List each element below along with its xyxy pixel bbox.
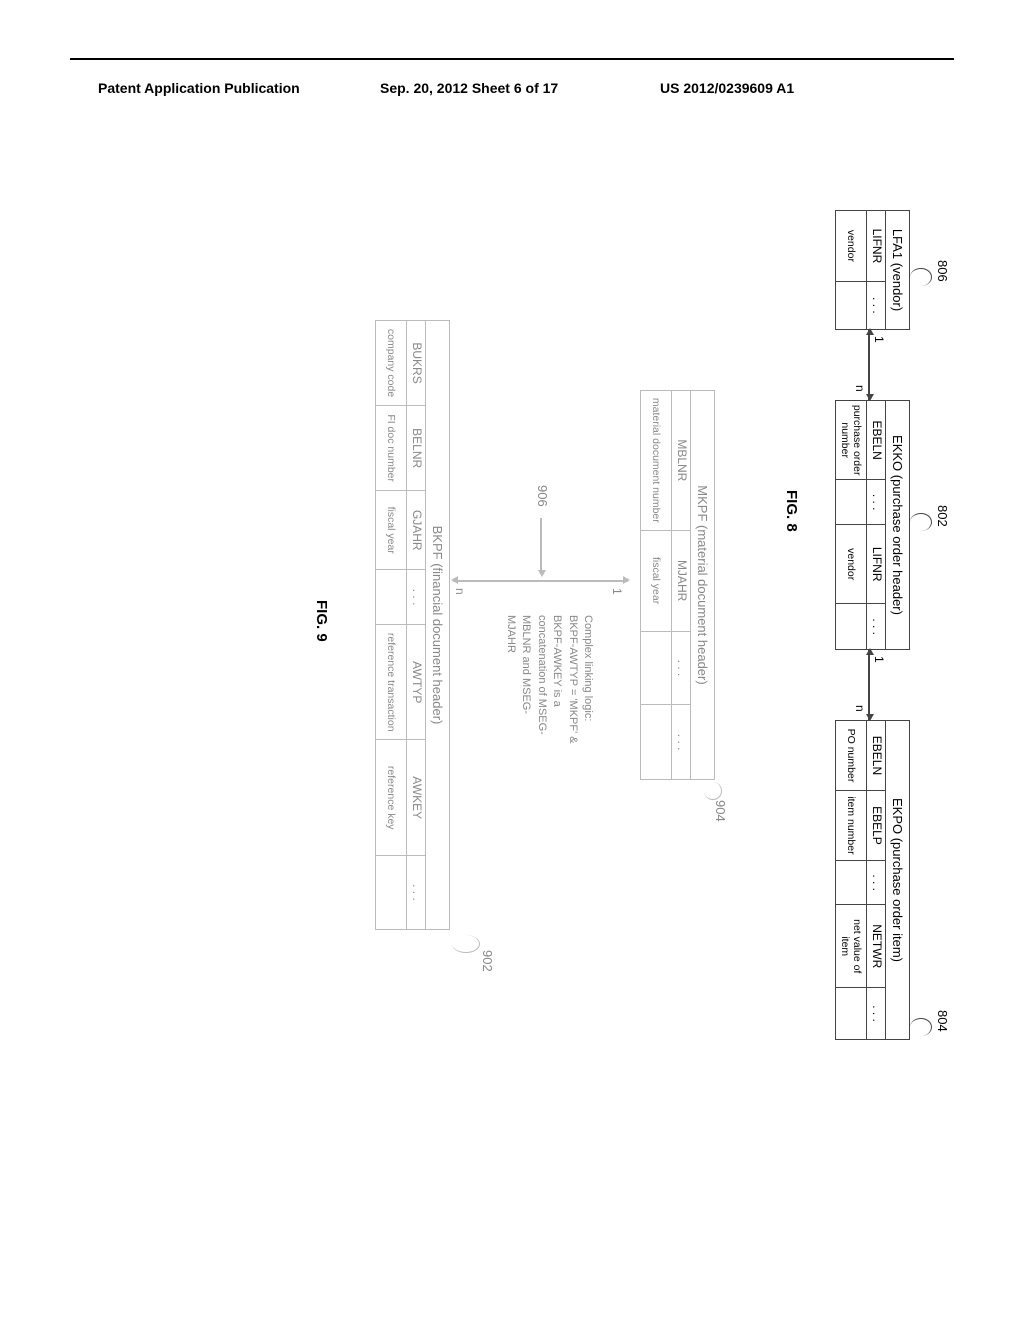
ekpo-desc-2 [836, 861, 866, 906]
fig8-label: FIG. 8 [783, 490, 800, 532]
table-ekko-title: EKKO (purchase order header) [885, 401, 909, 649]
card-1c: 1 [610, 588, 624, 595]
mkpf-col-mjahr: MJAHR [671, 531, 690, 632]
curve-806 [910, 268, 932, 286]
curve-904 [704, 782, 722, 800]
lfa1-desc-blank [836, 282, 866, 329]
lfa1-col-dots: . . . [866, 282, 885, 329]
header-right: US 2012/0239609 A1 [660, 80, 794, 96]
card-nc: n [453, 588, 467, 595]
mkpf-col-mblnr: MBLNR [671, 391, 690, 531]
mkpf-desc-2 [641, 632, 671, 706]
ref-806: 806 [935, 260, 950, 282]
ekko-desc-0: purchase order number [836, 401, 866, 480]
ekpo-col-ebeln: EBELN [866, 721, 885, 791]
line-906 [541, 518, 543, 573]
ekpo-desc-3: net value of item [836, 905, 866, 988]
header-center: Sep. 20, 2012 Sheet 6 of 17 [380, 80, 558, 96]
arrowhead-906 [538, 570, 546, 577]
arrowhead-r1 [866, 394, 874, 401]
card-1b: 1 [872, 656, 886, 663]
curve-804 [910, 1018, 932, 1036]
linking-logic-text: Complex linking logic: BKPF-AWTYP = 'MKP… [503, 615, 595, 815]
arrowhead-r2 [866, 714, 874, 721]
bkpf-desc-1: FI doc number [376, 406, 406, 491]
arrow-ekko-ekpo [869, 650, 871, 720]
ekko-desc-1 [836, 480, 866, 525]
mkpf-col-d1: . . . [671, 632, 690, 706]
ref-904: 904 [713, 800, 728, 822]
lfa1-col-lifnr: LIFNR [866, 211, 885, 282]
mkpf-desc-3 [641, 705, 671, 779]
ekpo-desc-4 [836, 988, 866, 1039]
ekko-desc-3 [836, 604, 866, 649]
curve-802 [910, 513, 932, 531]
table-lfa1: LFA1 (vendor) LIFNR . . . vendor [835, 210, 910, 330]
ekpo-desc-1: item number [836, 791, 866, 861]
table-ekko: EKKO (purchase order header) EBELN . . .… [835, 400, 910, 650]
card-nb: n [853, 705, 867, 712]
ekpo-col-d2: . . . [866, 988, 885, 1039]
mkpf-desc-0: material document number [641, 391, 671, 531]
ekko-col-d2: . . . [866, 604, 885, 649]
ekpo-col-d1: . . . [866, 861, 885, 906]
arrow-mkpf-bkpf [453, 580, 628, 582]
bkpf-col-awtyp: AWTYP [406, 625, 425, 741]
header-rule [70, 58, 954, 60]
ref-906: 906 [535, 485, 550, 507]
bkpf-desc-2: fiscal year [376, 491, 406, 570]
arrow-lfa1-ekko [869, 330, 871, 400]
table-bkpf: BKPF (financial document header) BUKRS B… [375, 320, 450, 930]
arrowhead-dn9 [451, 576, 458, 584]
arrowhead-up9 [623, 576, 630, 584]
ekko-desc-2: vendor [836, 525, 866, 604]
table-bkpf-title: BKPF (financial document header) [425, 321, 449, 929]
ekko-col-d1: . . . [866, 480, 885, 525]
bkpf-desc-3 [376, 570, 406, 625]
rotated-figure-area: LFA1 (vendor) LIFNR . . . vendor EKKO (p… [80, 210, 950, 1080]
ref-804: 804 [935, 1010, 950, 1032]
curve-902 [452, 935, 480, 953]
bkpf-col-bukrs: BUKRS [406, 321, 425, 406]
fig9-label: FIG. 9 [313, 600, 330, 642]
ref-902: 902 [480, 950, 495, 972]
bkpf-col-d2: . . . [406, 856, 425, 929]
ref-802: 802 [935, 505, 950, 527]
mkpf-desc-1: fiscal year [641, 531, 671, 632]
ekko-col-lifnr: LIFNR [866, 525, 885, 604]
bkpf-desc-5: reference key [376, 740, 406, 856]
table-mkpf: MKPF (material document header) MBLNR MJ… [640, 390, 715, 780]
table-lfa1-title: LFA1 (vendor) [885, 211, 909, 329]
bkpf-desc-0: company code [376, 321, 406, 406]
card-na: n [853, 385, 867, 392]
ekpo-col-netwr: NETWR [866, 905, 885, 988]
bkpf-col-gjahr: GJAHR [406, 491, 425, 570]
table-ekpo-title: EKPO (purchase order item) [885, 721, 909, 1039]
table-ekpo: EKPO (purchase order item) EBELN EBELP .… [835, 720, 910, 1040]
header-left: Patent Application Publication [98, 80, 300, 96]
ekko-col-ebeln: EBELN [866, 401, 885, 480]
bkpf-col-d1: . . . [406, 570, 425, 625]
bkpf-col-awkey: AWKEY [406, 740, 425, 856]
card-1a: 1 [872, 336, 886, 343]
ekpo-desc-0: PO number [836, 721, 866, 791]
bkpf-desc-4: reference transaction [376, 625, 406, 741]
ekpo-col-ebelp: EBELP [866, 791, 885, 861]
lfa1-desc-vendor: vendor [836, 211, 866, 282]
bkpf-desc-6 [376, 856, 406, 929]
bkpf-col-belnr: BELNR [406, 406, 425, 491]
table-mkpf-title: MKPF (material document header) [690, 391, 714, 779]
arrowhead-l2 [866, 648, 874, 655]
mkpf-col-d2: . . . [671, 705, 690, 779]
arrowhead-l1 [866, 328, 874, 335]
